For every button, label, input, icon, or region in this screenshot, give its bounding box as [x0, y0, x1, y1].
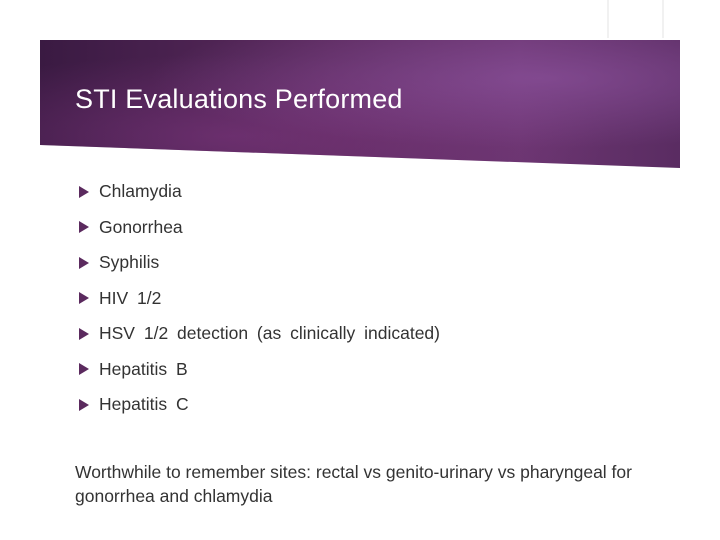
bullet-label: Hepatitis B	[99, 358, 188, 379]
bullet-label: Chlamydia	[99, 181, 182, 202]
bullet-label: Gonorrhea	[99, 216, 183, 237]
footnote-text: Worthwhile to remember sites: rectal vs …	[75, 462, 632, 506]
bullet-label: Syphilis	[99, 252, 160, 273]
list-item: Hepatitis C	[79, 387, 440, 423]
bullet-label: Hepatitis C	[99, 394, 189, 415]
bullet-list: Chlamydia Gonorrhea Syphilis HIV 1/2 HSV…	[79, 174, 440, 423]
triangle-bullet-icon	[79, 185, 89, 198]
title-banner	[40, 40, 680, 168]
list-item: Gonorrhea	[79, 210, 440, 246]
triangle-bullet-icon	[79, 363, 89, 376]
triangle-bullet-icon	[79, 398, 89, 411]
triangle-bullet-icon	[79, 292, 89, 305]
triangle-bullet-icon	[79, 327, 89, 340]
triangle-bullet-icon	[79, 256, 89, 269]
slide-title: STI Evaluations Performed	[75, 84, 403, 114]
bullet-label: HIV 1/2	[99, 287, 162, 308]
list-item: Chlamydia	[79, 174, 440, 210]
bullet-label: HSV 1/2 detection (as clinically indicat…	[99, 323, 440, 344]
list-item: Hepatitis B	[79, 352, 440, 388]
triangle-bullet-icon	[79, 221, 89, 234]
list-item: Syphilis	[79, 245, 440, 281]
list-item: HIV 1/2	[79, 281, 440, 317]
list-item: HSV 1/2 detection (as clinically indicat…	[79, 316, 440, 352]
